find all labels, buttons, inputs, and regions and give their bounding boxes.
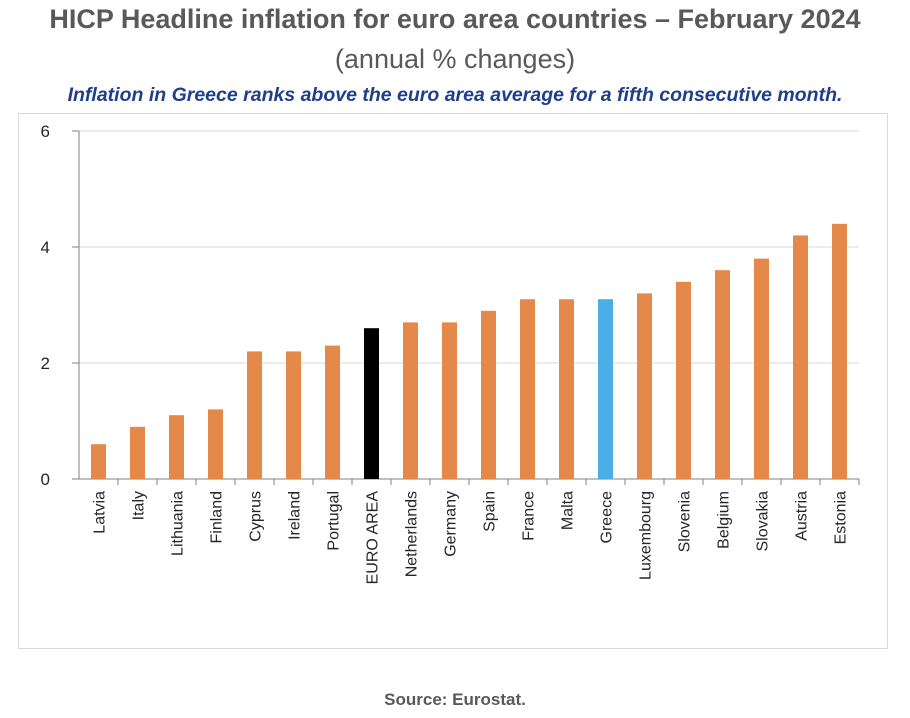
- chart-subtitle: (annual % changes): [334, 44, 576, 74]
- x-tick-label-ireland: Ireland: [287, 491, 304, 540]
- x-tick-label-finland: Finland: [209, 491, 226, 543]
- source-note: Source: Eurostat.: [384, 690, 526, 709]
- chart-headline: Inflation in Greece ranks above the euro…: [67, 84, 843, 106]
- bar-luxembourg: [637, 293, 652, 479]
- tick-labels: 0 2 4 6 Latvia Italy Lithuania Finland Cyprus Ire…: [41, 122, 850, 584]
- x-tick-label-slovenia: Slovenia: [677, 491, 694, 552]
- y-tick-label: 6: [41, 122, 50, 141]
- bar-austria: [793, 235, 808, 479]
- y-tick-label: 2: [41, 354, 50, 373]
- x-tick-label-italy: Italy: [131, 491, 148, 520]
- bar-slovenia: [676, 281, 691, 479]
- x-tick-label-austria: Austria: [794, 491, 811, 541]
- y-tick-label: 0: [41, 470, 50, 489]
- x-tick-label-france: France: [521, 491, 538, 541]
- x-tick-label-latvia: Latvia: [92, 491, 109, 534]
- bar-latvia: [91, 444, 106, 479]
- bar-spain: [481, 310, 496, 479]
- x-tick-label-germany: Germany: [443, 491, 460, 557]
- x-tick-label-euro-area: EURO AREA: [365, 491, 382, 585]
- bar-netherlands: [403, 322, 418, 479]
- x-tick-label-cyprus: Cyprus: [248, 491, 265, 542]
- bar-france: [520, 299, 535, 479]
- x-tick-label-greece: Greece: [599, 491, 616, 544]
- bar-finland: [208, 409, 223, 479]
- x-tick-label-portugal: Portugal: [326, 491, 343, 551]
- bar-lithuania: [169, 415, 184, 479]
- bar-ireland: [286, 351, 301, 479]
- gridlines: [79, 130, 859, 364]
- x-tick-label-belgium: Belgium: [716, 491, 733, 549]
- x-tick-label-estonia: Estonia: [833, 491, 850, 544]
- x-tick-label-spain: Spain: [482, 491, 499, 532]
- y-tick-label: 4: [41, 238, 50, 257]
- x-tick-label-malta: Malta: [560, 491, 577, 530]
- bar-slovakia: [754, 258, 769, 479]
- bar-germany: [442, 322, 457, 479]
- x-tick-label-netherlands: Netherlands: [404, 491, 421, 577]
- bar-estonia: [832, 223, 847, 479]
- x-tick-label-slovakia: Slovakia: [755, 491, 772, 552]
- bar-cyprus: [247, 351, 262, 479]
- bar-euro-area: [364, 328, 379, 479]
- bar-greece: [598, 299, 613, 479]
- chart-title: HICP Headline inflation for euro area co…: [49, 4, 861, 34]
- bar-malta: [559, 299, 574, 479]
- axes: [72, 130, 860, 485]
- x-tick-label-luxembourg: Luxembourg: [638, 491, 655, 580]
- chart-frame: [18, 113, 888, 649]
- bar-belgium: [715, 270, 730, 479]
- bars: [91, 223, 847, 479]
- x-tick-label-lithuania: Lithuania: [170, 491, 187, 556]
- bar-portugal: [325, 345, 340, 479]
- bar-italy: [130, 426, 145, 479]
